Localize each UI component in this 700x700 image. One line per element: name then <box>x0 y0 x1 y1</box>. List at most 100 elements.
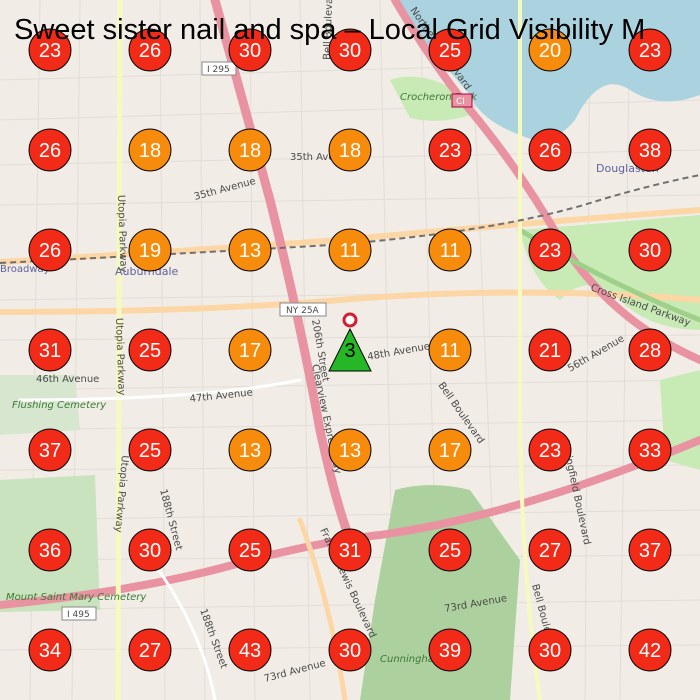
rank-marker[interactable]: 30 <box>528 628 572 672</box>
rank-marker-shape <box>28 228 72 272</box>
rank-value: 18 <box>239 140 261 162</box>
rank-marker[interactable]: 11 <box>328 228 372 272</box>
rank-marker-shape <box>328 228 372 272</box>
rank-marker-shape <box>128 628 172 672</box>
rank-marker[interactable]: 27 <box>128 628 172 672</box>
rank-marker-shape <box>428 528 472 572</box>
rank-value: 17 <box>239 340 261 362</box>
rank-marker[interactable]: 18 <box>228 128 272 172</box>
rank-marker[interactable]: 27 <box>528 528 572 572</box>
rank-value: 26 <box>39 140 61 162</box>
rank-marker[interactable]: 30 <box>628 228 672 272</box>
rank-marker[interactable]: 30 <box>328 628 372 672</box>
rank-marker[interactable]: 25 <box>128 328 172 372</box>
rank-value: 43 <box>239 640 261 662</box>
rank-marker[interactable]: 20 <box>528 28 572 72</box>
rank-marker[interactable]: 13 <box>328 428 372 472</box>
rank-marker[interactable]: 11 <box>428 228 472 272</box>
rank-marker[interactable]: 25 <box>428 528 472 572</box>
rank-marker[interactable]: 25 <box>428 28 472 72</box>
rank-marker[interactable]: 26 <box>28 228 72 272</box>
rank-marker[interactable]: 42 <box>628 628 672 672</box>
rank-marker[interactable]: 3 <box>328 327 372 372</box>
rank-marker-shape <box>628 428 672 472</box>
rank-value: 17 <box>439 440 461 462</box>
map-label: Flushing Cemetery <box>12 400 107 411</box>
rank-marker-shape <box>628 628 672 672</box>
rank-marker[interactable]: 17 <box>428 428 472 472</box>
rank-marker[interactable]: 39 <box>428 628 472 672</box>
rank-value: 37 <box>639 540 661 562</box>
rank-value: 30 <box>339 640 361 662</box>
rank-marker-shape <box>428 628 472 672</box>
rank-marker[interactable]: 33 <box>628 428 672 472</box>
rank-value: 28 <box>639 340 661 362</box>
rank-marker[interactable]: 37 <box>28 428 72 472</box>
rank-marker[interactable]: 23 <box>28 28 72 72</box>
rank-marker-shape <box>228 428 272 472</box>
flushing-cemetery <box>0 375 80 435</box>
rank-marker[interactable]: 18 <box>128 128 172 172</box>
rank-marker-shape <box>228 528 272 572</box>
rank-marker[interactable]: 30 <box>128 528 172 572</box>
rank-marker[interactable]: 34 <box>28 628 72 672</box>
rank-value: 42 <box>639 640 661 662</box>
rank-value: 25 <box>139 440 161 462</box>
rank-marker[interactable]: 31 <box>328 528 372 572</box>
rank-marker[interactable]: 38 <box>628 128 672 172</box>
map-label: Utopia Parkway <box>115 195 129 273</box>
rank-marker[interactable]: 25 <box>228 528 272 572</box>
rank-marker[interactable]: 23 <box>428 128 472 172</box>
highway-shield: NY 25A <box>286 306 320 316</box>
highway-shield: CI <box>456 97 465 107</box>
rank-value: 21 <box>539 340 561 362</box>
rank-marker-shape <box>28 628 72 672</box>
rank-marker-shape <box>328 327 372 372</box>
rank-marker-shape <box>528 128 572 172</box>
rank-marker[interactable]: 11 <box>428 328 472 372</box>
rank-marker[interactable]: 25 <box>128 428 172 472</box>
rank-marker[interactable]: 36 <box>28 528 72 572</box>
rank-value: 33 <box>639 440 661 462</box>
rank-marker[interactable]: 28 <box>628 328 672 372</box>
rank-marker[interactable]: 18 <box>328 128 372 172</box>
rank-value: 26 <box>39 240 61 262</box>
rank-marker[interactable]: 30 <box>228 28 272 72</box>
rank-marker[interactable]: 23 <box>628 28 672 72</box>
rank-marker[interactable]: 23 <box>528 228 572 272</box>
rank-marker-shape <box>28 128 72 172</box>
rank-marker-shape <box>528 428 572 472</box>
rank-marker[interactable]: 26 <box>128 28 172 72</box>
rank-value: 23 <box>539 440 561 462</box>
rank-marker-shape <box>428 28 472 72</box>
rank-marker[interactable]: 17 <box>228 328 272 372</box>
rank-marker[interactable]: 26 <box>528 128 572 172</box>
rank-marker[interactable]: 43 <box>228 628 272 672</box>
business-location-pin[interactable] <box>342 312 358 328</box>
rank-marker-shape <box>128 528 172 572</box>
rank-value: 25 <box>139 340 161 362</box>
rank-value: 31 <box>339 540 361 562</box>
rank-marker[interactable]: 26 <box>28 128 72 172</box>
rank-marker[interactable]: 30 <box>328 28 372 72</box>
rank-value: 23 <box>639 40 661 62</box>
rank-marker[interactable]: 21 <box>528 328 572 372</box>
rank-value: 36 <box>39 540 61 562</box>
rank-marker-shape <box>628 128 672 172</box>
map-label: Crocheron Park <box>400 92 478 103</box>
rank-marker[interactable]: 23 <box>528 428 572 472</box>
rank-marker[interactable]: 19 <box>128 228 172 272</box>
rank-value: 30 <box>239 40 261 62</box>
rank-value: 26 <box>139 40 161 62</box>
cunningham-park <box>360 485 520 700</box>
rank-value: 38 <box>639 140 661 162</box>
rank-marker-shape <box>628 228 672 272</box>
rank-marker[interactable]: 13 <box>228 428 272 472</box>
map-title: Sweet sister nail and spa – Local Grid V… <box>14 14 646 46</box>
rank-marker[interactable]: 13 <box>228 228 272 272</box>
rank-value: 25 <box>439 40 461 62</box>
rank-marker[interactable]: 37 <box>628 528 672 572</box>
rank-marker[interactable]: 31 <box>28 328 72 372</box>
map-label: 46th Avenue <box>36 374 99 385</box>
